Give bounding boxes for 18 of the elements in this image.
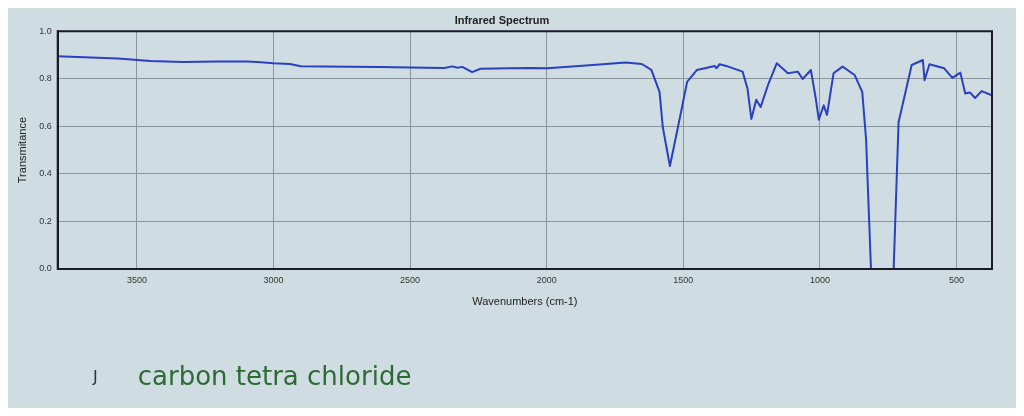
x-tick-label: 1500 — [673, 274, 694, 285]
x-tick-label: 500 — [948, 274, 964, 285]
text: carbon tetra chloride — [137, 361, 412, 391]
y-tick-label: 0.6 — [39, 120, 52, 131]
x-tick-label: 1000 — [809, 274, 830, 285]
y-tick-label: 0.2 — [39, 215, 52, 226]
y-tick-label: 0.4 — [39, 168, 52, 179]
x-tick-label: 2000 — [536, 274, 557, 285]
chart-title: Infrared Spectrum — [454, 13, 550, 26]
y-tick-label: 1.0 — [39, 25, 52, 36]
x-tick-label: 3500 — [126, 274, 147, 285]
y-tick-label: 0.8 — [39, 73, 52, 84]
x-tick-label: 2500 — [400, 274, 421, 285]
y-axis-title: Transmitance — [15, 116, 28, 184]
text: J — [93, 366, 98, 386]
x-tick-label: 3000 — [263, 274, 284, 285]
y-tick-label: 0.0 — [39, 263, 52, 274]
x-axis-title: Wavenumbers (cm-1) — [472, 295, 578, 308]
